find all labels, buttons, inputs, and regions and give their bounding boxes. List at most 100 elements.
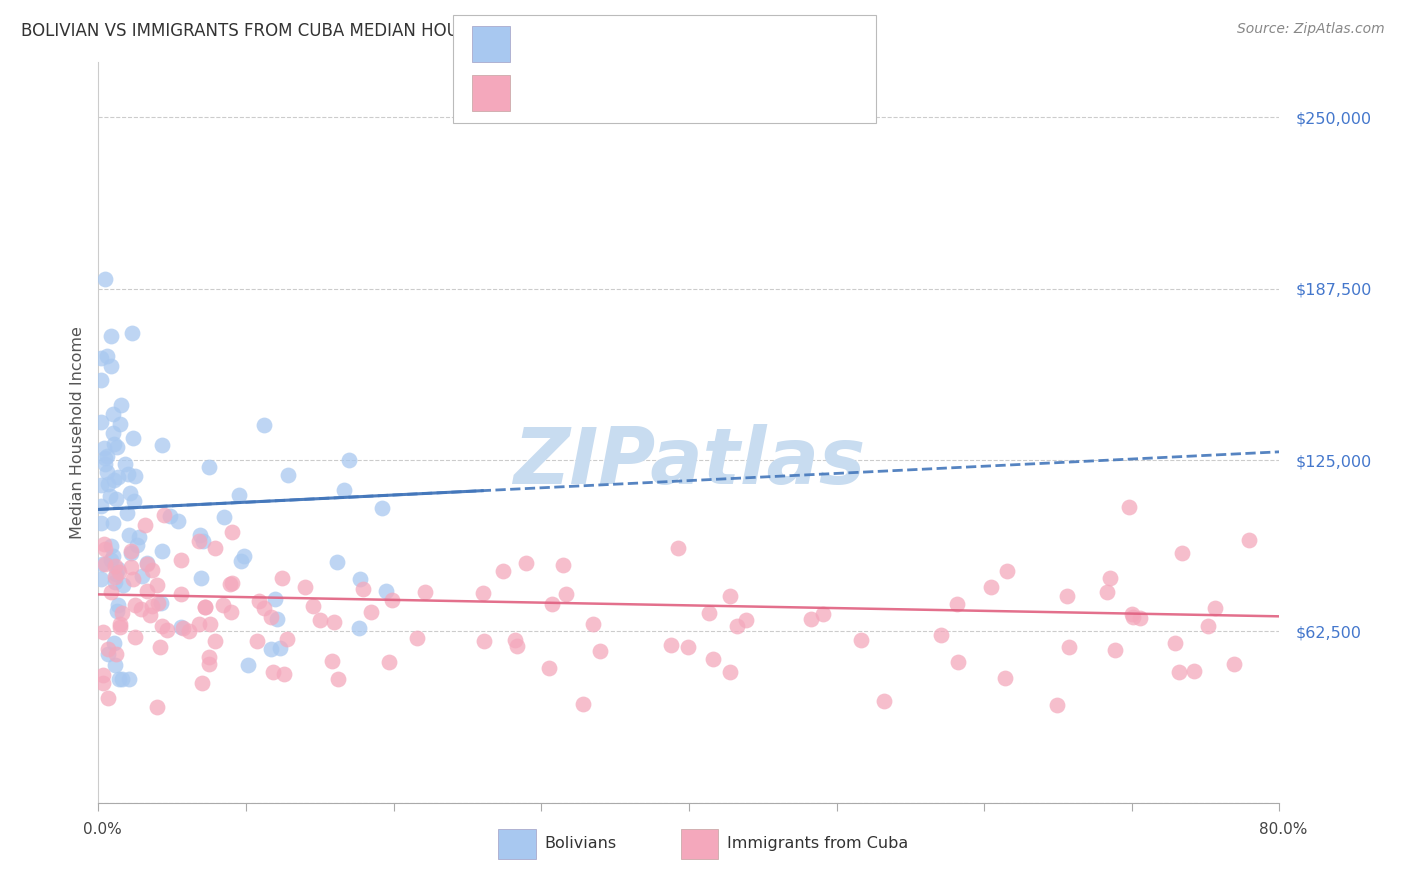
Point [678, 640, 700, 654]
Text: N=: N= [645, 84, 673, 103]
Point [134, 517, 156, 532]
Point [93, 457, 115, 471]
Point [406, 631, 429, 645]
Point [194, 600, 217, 615]
Point [276, 632, 298, 646]
Point [360, 605, 382, 619]
Point [204, 634, 226, 648]
Point [107, 598, 129, 612]
Point [104, 575, 127, 590]
Point [582, 617, 605, 632]
Point [666, 541, 689, 555]
Text: 86: 86 [673, 35, 696, 53]
Point [96, 465, 118, 479]
Point [294, 580, 316, 594]
Point [349, 572, 371, 586]
Point [1056, 589, 1078, 603]
Point [659, 638, 682, 652]
Point [198, 460, 221, 475]
Point [150, 596, 173, 610]
Point [97, 691, 120, 706]
Point [800, 612, 823, 626]
Y-axis label: Median Household Income: Median Household Income [69, 326, 84, 539]
Point [347, 621, 370, 635]
Point [124, 494, 146, 508]
Point [374, 584, 396, 599]
Point [506, 639, 529, 653]
Point [246, 634, 269, 648]
Point [118, 673, 141, 687]
Point [100, 552, 122, 566]
Point [96, 349, 118, 363]
Point [266, 612, 288, 626]
Point [110, 398, 132, 412]
Point [91, 676, 114, 690]
Point [135, 583, 157, 598]
Point [110, 616, 132, 631]
Point [273, 666, 295, 681]
Point [156, 624, 179, 638]
Point [117, 528, 139, 542]
Point [1057, 640, 1080, 654]
Point [152, 508, 174, 522]
Point [1182, 664, 1205, 678]
Point [190, 571, 212, 585]
Point [233, 549, 256, 563]
Point [100, 539, 122, 553]
Point [221, 524, 243, 539]
Point [872, 694, 894, 708]
Point [103, 426, 125, 441]
Text: 0.0%: 0.0% [83, 822, 122, 837]
Point [211, 598, 233, 612]
Point [104, 558, 127, 573]
Point [96, 449, 118, 463]
Point [128, 530, 150, 544]
Point [214, 509, 236, 524]
Point [103, 437, 125, 451]
Point [515, 556, 537, 570]
Point [1204, 600, 1226, 615]
Point [101, 516, 124, 530]
Point [277, 468, 299, 483]
Point [718, 589, 741, 603]
Point [104, 570, 127, 584]
Point [107, 562, 129, 576]
Point [301, 599, 323, 614]
Point [381, 593, 404, 607]
Text: R =: R = [522, 35, 560, 53]
Point [135, 556, 157, 570]
Point [124, 598, 146, 612]
Point [194, 599, 217, 614]
Point [188, 528, 211, 542]
Point [238, 658, 260, 673]
Point [121, 326, 143, 340]
Text: 80.0%: 80.0% [1260, 822, 1308, 837]
Point [124, 630, 146, 644]
Point [247, 594, 270, 608]
Point [111, 606, 134, 620]
Point [103, 473, 125, 487]
Point [697, 607, 720, 621]
Point [1237, 533, 1260, 548]
Point [105, 440, 128, 454]
Point [170, 587, 193, 601]
Point [945, 597, 967, 611]
Point [146, 577, 169, 591]
Point [271, 571, 294, 585]
Point [1046, 698, 1069, 712]
Point [994, 671, 1017, 685]
Point [811, 607, 834, 621]
Point [219, 605, 242, 619]
Point [100, 584, 122, 599]
Text: R =: R = [522, 84, 560, 103]
Point [198, 650, 221, 665]
Point [108, 620, 131, 634]
Point [170, 620, 193, 634]
Point [91, 557, 114, 571]
Point [326, 673, 349, 687]
Point [228, 487, 250, 501]
Point [98, 489, 121, 503]
Point [378, 655, 401, 669]
Point [108, 673, 131, 687]
Point [129, 602, 152, 616]
